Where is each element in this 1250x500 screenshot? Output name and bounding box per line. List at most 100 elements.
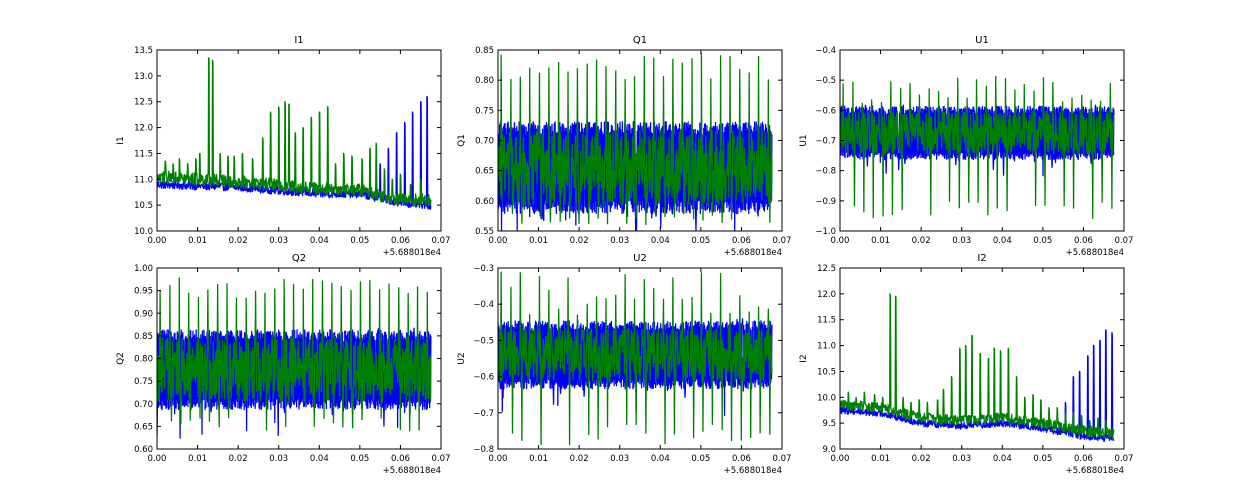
x-offset-label: +5.688018e4 (724, 248, 782, 258)
x-tick-label: 0.04 (993, 454, 1012, 464)
y-tick-label: 12.0 (134, 124, 153, 134)
x-tick-label: 0.01 (188, 236, 207, 246)
y-tick-label: 12.0 (817, 290, 836, 300)
y-tick-label: 12.5 (134, 98, 153, 108)
plot-area (840, 293, 1115, 443)
y-tick-label: −0.8 (473, 445, 494, 455)
y-tick-label: 0.80 (475, 76, 494, 86)
x-tick-label: 0.06 (391, 454, 410, 464)
y-tick-label: 1.00 (134, 264, 153, 274)
x-offset-label: +5.688018e4 (383, 248, 441, 258)
plot-area (498, 52, 773, 231)
y-tick-label: 0.70 (134, 400, 153, 410)
x-tick-label: 0.00 (831, 454, 850, 464)
x-tick-label: 0.06 (732, 454, 751, 464)
x-tick-label: 0.04 (310, 454, 329, 464)
y-tick-label: 11.5 (817, 316, 836, 326)
x-tick-label: 0.02 (912, 454, 931, 464)
x-tick-label: 0.01 (529, 236, 548, 246)
x-tick-label: 0.02 (570, 236, 589, 246)
y-tick-label: 0.75 (475, 106, 494, 116)
x-tick-label: 0.00 (148, 236, 167, 246)
plot-area (498, 271, 773, 446)
x-tick-label: 0.00 (148, 454, 167, 464)
subplot-q2: 0.00 0.01 0.02 0.03 0.04 0.05 0.06 0.07 0.60 0.65… (116, 253, 450, 476)
x-tick-label: 0.00 (489, 454, 508, 464)
y-tick-label: 9.0 (822, 445, 836, 455)
x-tick-label: 0.03 (952, 454, 971, 464)
x-tick-label: 0.03 (610, 236, 629, 246)
x-tick-label: 0.07 (773, 454, 792, 464)
subplot-i2: 0.00 0.01 0.02 0.03 0.04 0.05 0.06 0.07 9.0 9.5 10… (799, 253, 1133, 476)
x-tick-label: 0.02 (570, 454, 589, 464)
y-tick-label: 0.60 (134, 445, 153, 455)
y-tick-label: −0.4 (473, 300, 494, 310)
y-tick-label: −0.8 (815, 167, 836, 177)
y-axis-label: I2 (799, 354, 809, 362)
y-tick-label: −0.4 (815, 46, 836, 56)
x-tick-label: 0.04 (651, 236, 670, 246)
x-offset-label: +5.688018e4 (383, 466, 441, 476)
x-tick-label: 0.06 (732, 236, 751, 246)
subplot-title: U2 (633, 253, 647, 264)
series-green-line (840, 75, 1115, 219)
y-tick-label: 10.0 (817, 393, 836, 403)
y-tick-label: −0.5 (473, 336, 494, 346)
subplot-i1: 0.00 0.01 0.02 0.03 0.04 0.05 0.06 0.07 10.0 10.5… (116, 35, 450, 258)
x-tick-label: 0.07 (1115, 454, 1134, 464)
subplot-title: U1 (975, 35, 989, 46)
axes-frame (156, 49, 442, 232)
x-tick-label: 0.00 (489, 236, 508, 246)
plot-area (157, 57, 432, 210)
y-tick-label: 13.0 (134, 72, 153, 82)
y-tick-label: 0.85 (475, 46, 494, 56)
subplot-q1: 0.00 0.01 0.02 0.03 0.04 0.05 0.06 0.07 0.55 0.60… (457, 35, 791, 258)
y-axis-label: Q2 (116, 352, 126, 365)
series-green-line (157, 57, 432, 207)
series-green-line (498, 52, 773, 226)
y-tick-label: 11.0 (817, 342, 836, 352)
subplot-title: Q1 (633, 35, 647, 46)
y-tick-label: 11.0 (134, 175, 153, 185)
x-tick-label: 0.04 (651, 454, 670, 464)
y-tick-label: 10.5 (817, 367, 836, 377)
y-tick-label: −0.3 (473, 264, 494, 274)
subplot-u1: 0.00 0.01 0.02 0.03 0.04 0.05 0.06 0.07 −1.0 −0.9… (799, 35, 1133, 258)
x-tick-label: 0.03 (269, 454, 288, 464)
plot-area (157, 277, 432, 439)
y-axis-label: U1 (799, 134, 809, 146)
x-tick-label: 0.05 (1033, 236, 1052, 246)
x-tick-label: 0.04 (993, 236, 1012, 246)
subplot-title: I1 (294, 35, 303, 46)
series-blue-line (157, 95, 432, 210)
y-tick-label: 9.5 (822, 419, 836, 429)
y-tick-label: 10.0 (134, 227, 153, 237)
x-tick-label: 0.05 (1033, 454, 1052, 464)
y-tick-label: 0.80 (134, 355, 153, 365)
y-tick-label: 0.70 (475, 137, 494, 147)
y-tick-label: −1.0 (815, 227, 836, 237)
y-tick-label: 0.55 (475, 227, 494, 237)
series-green-line (498, 271, 773, 446)
x-tick-label: 0.02 (229, 454, 248, 464)
x-tick-label: 0.04 (310, 236, 329, 246)
x-tick-label: 0.07 (1115, 236, 1134, 246)
subplot-u2: 0.00 0.01 0.02 0.03 0.04 0.05 0.06 0.07 −0.8 −0.7… (457, 253, 791, 476)
x-tick-label: 0.02 (912, 236, 931, 246)
y-tick-label: 10.5 (134, 201, 153, 211)
x-tick-label: 0.05 (691, 454, 710, 464)
y-tick-label: −0.6 (473, 373, 494, 383)
x-tick-label: 0.07 (432, 236, 451, 246)
y-tick-label: 0.65 (134, 422, 153, 432)
x-offset-label: +5.688018e4 (1066, 248, 1124, 258)
x-offset-label: +5.688018e4 (724, 466, 782, 476)
series-green-line (840, 293, 1115, 439)
x-tick-label: 0.01 (871, 236, 890, 246)
x-tick-label: 0.06 (391, 236, 410, 246)
subplot-title: I2 (977, 253, 986, 264)
y-axis-label: U2 (457, 352, 467, 364)
y-axis-label: Q1 (457, 134, 467, 147)
x-tick-label: 0.01 (188, 454, 207, 464)
y-axis-label: I1 (116, 136, 126, 144)
x-tick-label: 0.02 (229, 236, 248, 246)
